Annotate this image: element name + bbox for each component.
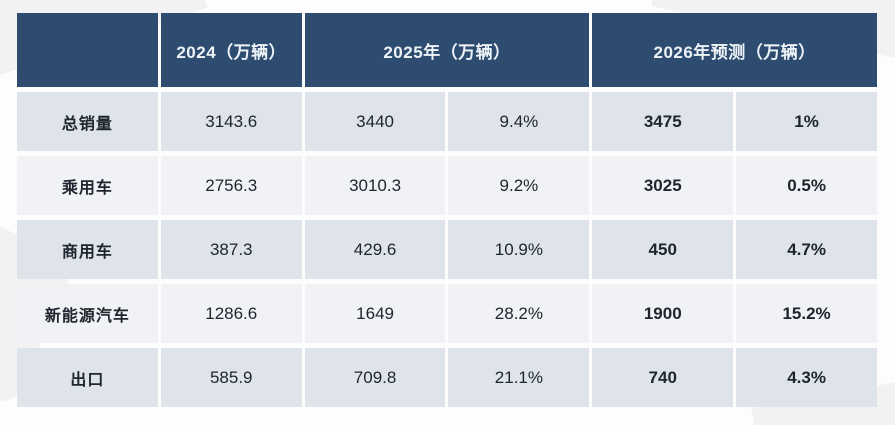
cell-2026-value: 1900 xyxy=(592,284,734,343)
cell-2025-growth: 9.2% xyxy=(448,156,590,215)
row-label: 商用车 xyxy=(17,220,158,279)
cell-2026-growth: 15.2% xyxy=(736,284,877,343)
cell-2026-growth: 1% xyxy=(736,92,877,151)
cell-2025-growth: 28.2% xyxy=(448,284,590,343)
cell-2024-value: 1286.6 xyxy=(160,284,302,343)
sales-forecast-table: 2024（万辆） 2025年（万辆） 2026年预测（万辆） 总销量 3143.… xyxy=(17,13,877,407)
cell-2026-value: 3025 xyxy=(592,156,734,215)
row-label: 乘用车 xyxy=(17,156,158,215)
cell-2025-value: 709.8 xyxy=(304,348,446,407)
row-label: 总销量 xyxy=(17,92,158,151)
cell-2026-growth: 4.3% xyxy=(736,348,877,407)
cell-2026-growth: 0.5% xyxy=(736,156,877,215)
cell-2024-value: 3143.6 xyxy=(160,92,302,151)
row-label: 新能源汽车 xyxy=(17,284,158,343)
header-2026: 2026年预测（万辆） xyxy=(592,13,877,87)
cell-2025-growth: 21.1% xyxy=(448,348,590,407)
cell-2025-value: 429.6 xyxy=(304,220,446,279)
cell-2024-value: 585.9 xyxy=(160,348,302,407)
header-2024: 2024（万辆） xyxy=(160,13,302,87)
header-2025: 2025年（万辆） xyxy=(304,13,590,87)
cell-2026-growth: 4.7% xyxy=(736,220,877,279)
cell-2024-value: 2756.3 xyxy=(160,156,302,215)
cell-2025-growth: 9.4% xyxy=(448,92,590,151)
header-blank-cell xyxy=(17,13,158,87)
cell-2025-value: 3440 xyxy=(304,92,446,151)
cell-2025-growth: 10.9% xyxy=(448,220,590,279)
cell-2026-value: 450 xyxy=(592,220,734,279)
row-label: 出口 xyxy=(17,348,158,407)
cell-2025-value: 1649 xyxy=(304,284,446,343)
cell-2026-value: 3475 xyxy=(592,92,734,151)
cell-2024-value: 387.3 xyxy=(160,220,302,279)
cell-2026-value: 740 xyxy=(592,348,734,407)
cell-2025-value: 3010.3 xyxy=(304,156,446,215)
